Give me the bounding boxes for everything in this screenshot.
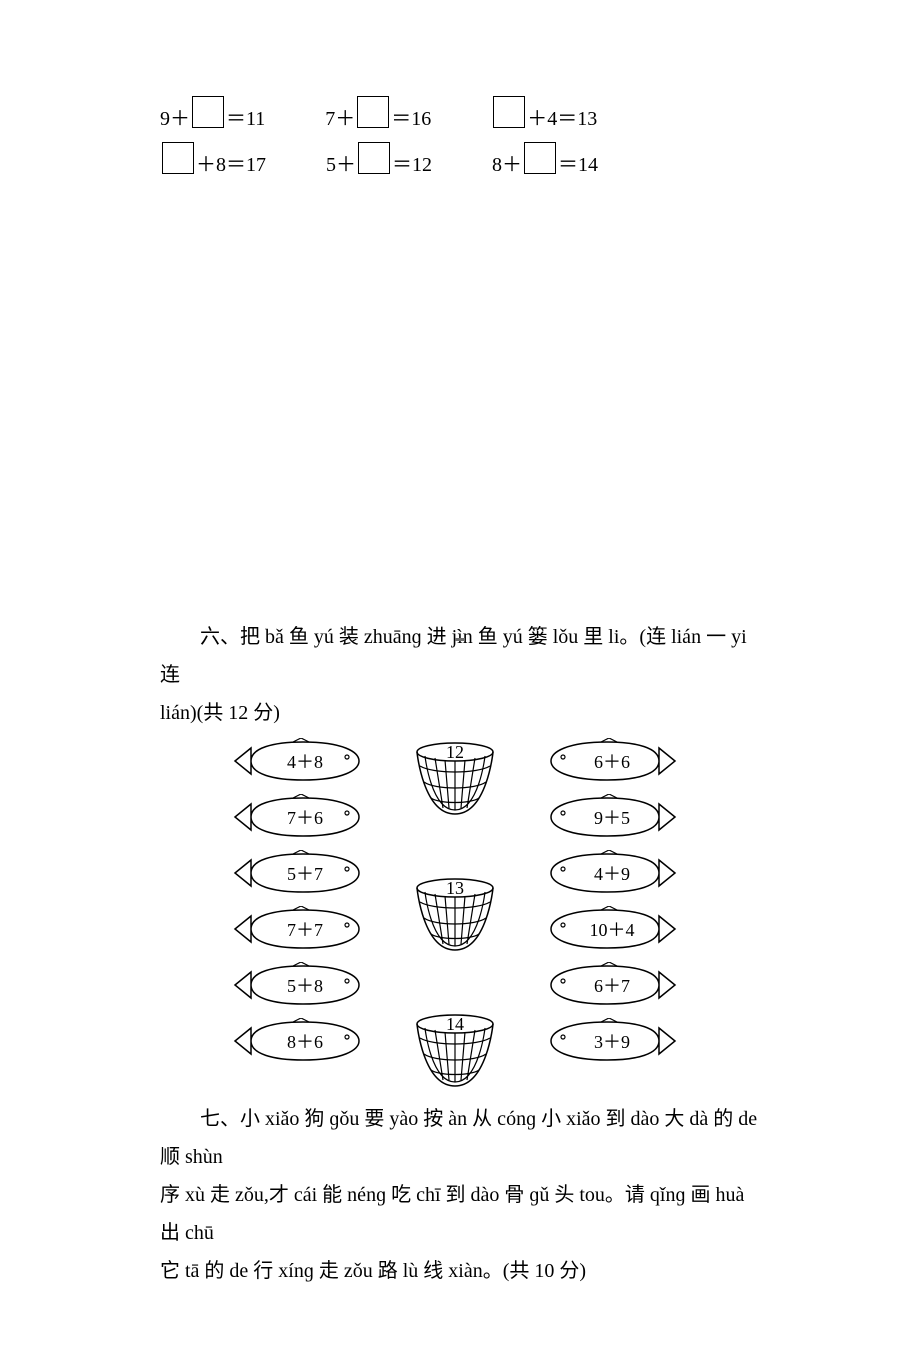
- fish-label: 6＋7: [537, 962, 677, 1008]
- section-7-heading: 七、小 xiǎo 狗 ɡǒu 要 yào 按 àn 从 cónɡ 小 xiǎo …: [160, 1100, 760, 1176]
- section-6-line2-wrap: lián)(共 12 分): [160, 694, 760, 732]
- section-7-body: 它 tā 的 de 行 xínɡ 走 zǒu 路 lù 线 xiàn。(共 10…: [160, 1252, 760, 1290]
- section-7-body: 序 xù 走 zǒu,才 cái 能 nénɡ 吃 chī 到 dào 骨 ɡǔ…: [160, 1176, 760, 1252]
- fish-label: 5＋7: [233, 850, 373, 896]
- blank-box[interactable]: [524, 142, 556, 174]
- fish-basket-matching: 4＋8 7＋6 5＋7: [150, 738, 760, 1094]
- fish-label: 6＋6: [537, 738, 677, 784]
- fish-item[interactable]: 4＋8: [233, 738, 373, 784]
- equation: ＋8＝17: [160, 146, 266, 178]
- equation: 7＋ ＝16: [325, 100, 431, 132]
- fish-label: 10＋4: [537, 906, 677, 952]
- fish-label: 8＋6: [233, 1018, 373, 1064]
- fish-label: 7＋6: [233, 794, 373, 840]
- fish-label: 9＋5: [537, 794, 677, 840]
- fish-item[interactable]: 7＋7: [233, 906, 373, 952]
- equation: 8＋ ＝14: [492, 146, 598, 178]
- fish-item[interactable]: 6＋6: [537, 738, 677, 784]
- equation-row: 9＋ ＝11 7＋ ＝16 ＋4＝13: [160, 100, 760, 132]
- section-7-line3: 它 tā 的 de 行 xínɡ 走 zǒu 路 lù 线 xiàn。(共 10…: [160, 1260, 586, 1282]
- fish-label: 3＋9: [537, 1018, 677, 1064]
- fish-item[interactable]: 3＋9: [537, 1018, 677, 1064]
- fish-item[interactable]: 10＋4: [537, 906, 677, 952]
- basket-label: 14: [413, 1014, 497, 1035]
- eq-text: 5＋: [326, 148, 356, 177]
- section-7-line1: 七、小 xiǎo 狗 ɡǒu 要 yào 按 àn 从 cónɡ 小 xiǎo …: [160, 1108, 757, 1168]
- fish-item[interactable]: 4＋9: [537, 850, 677, 896]
- eq-text: ＝11: [226, 102, 265, 131]
- blank-box[interactable]: [192, 96, 224, 128]
- section-7-line2: 序 xù 走 zǒu,才 cái 能 nénɡ 吃 chī 到 dào 骨 ɡǔ…: [160, 1184, 744, 1244]
- worksheet-page: 9＋ ＝11 7＋ ＝16 ＋4＝13 ＋8＝17 5＋ ＝12: [0, 0, 920, 1350]
- basket-column: 12 13 14: [413, 738, 497, 1094]
- fish-label: 5＋8: [233, 962, 373, 1008]
- fill-blank-equations: 9＋ ＝11 7＋ ＝16 ＋4＝13 ＋8＝17 5＋ ＝12: [160, 100, 760, 178]
- fish-item[interactable]: 5＋7: [233, 850, 373, 896]
- basket-item[interactable]: 14: [413, 1014, 497, 1090]
- section-6-heading: 六、把 bǎ 鱼 yú 装 zhuānɡ 进 jìn 鱼 yú 篓 lǒu 里 …: [160, 618, 760, 694]
- equation-row: ＋8＝17 5＋ ＝12 8＋ ＝14: [160, 146, 760, 178]
- basket-label: 12: [413, 742, 497, 763]
- eq-text: 7＋: [325, 102, 355, 131]
- fish-item[interactable]: 5＋8: [233, 962, 373, 1008]
- eq-text: ＋8＝17: [196, 148, 266, 177]
- basket-item[interactable]: 12: [413, 742, 497, 818]
- fish-label: 4＋9: [537, 850, 677, 896]
- page-center-marker: [455, 638, 465, 641]
- fish-item[interactable]: 7＋6: [233, 794, 373, 840]
- eq-text: 9＋: [160, 102, 190, 131]
- eq-text: ＝12: [392, 148, 432, 177]
- eq-text: ＝14: [558, 148, 598, 177]
- fish-column-right: 6＋6 9＋5: [537, 738, 677, 1094]
- equation: 5＋ ＝12: [326, 146, 432, 178]
- basket-label: 13: [413, 878, 497, 899]
- eq-text: ＋4＝13: [527, 102, 597, 131]
- blank-box[interactable]: [493, 96, 525, 128]
- fish-label: 4＋8: [233, 738, 373, 784]
- fish-item[interactable]: 8＋6: [233, 1018, 373, 1064]
- fish-item[interactable]: 6＋7: [537, 962, 677, 1008]
- basket-item[interactable]: 13: [413, 878, 497, 954]
- blank-box[interactable]: [358, 142, 390, 174]
- section-6-line1: 六、把 bǎ 鱼 yú 装 zhuānɡ 进 jìn 鱼 yú 篓 lǒu 里 …: [160, 626, 747, 686]
- equation: 9＋ ＝11: [160, 100, 265, 132]
- blank-box[interactable]: [357, 96, 389, 128]
- section-6-line2: lián)(共 12 分): [160, 702, 280, 724]
- fish-column-left: 4＋8 7＋6 5＋7: [233, 738, 373, 1094]
- fish-item[interactable]: 9＋5: [537, 794, 677, 840]
- fish-label: 7＋7: [233, 906, 373, 952]
- equation: ＋4＝13: [491, 100, 597, 132]
- eq-text: ＝16: [391, 102, 431, 131]
- eq-text: 8＋: [492, 148, 522, 177]
- blank-box[interactable]: [162, 142, 194, 174]
